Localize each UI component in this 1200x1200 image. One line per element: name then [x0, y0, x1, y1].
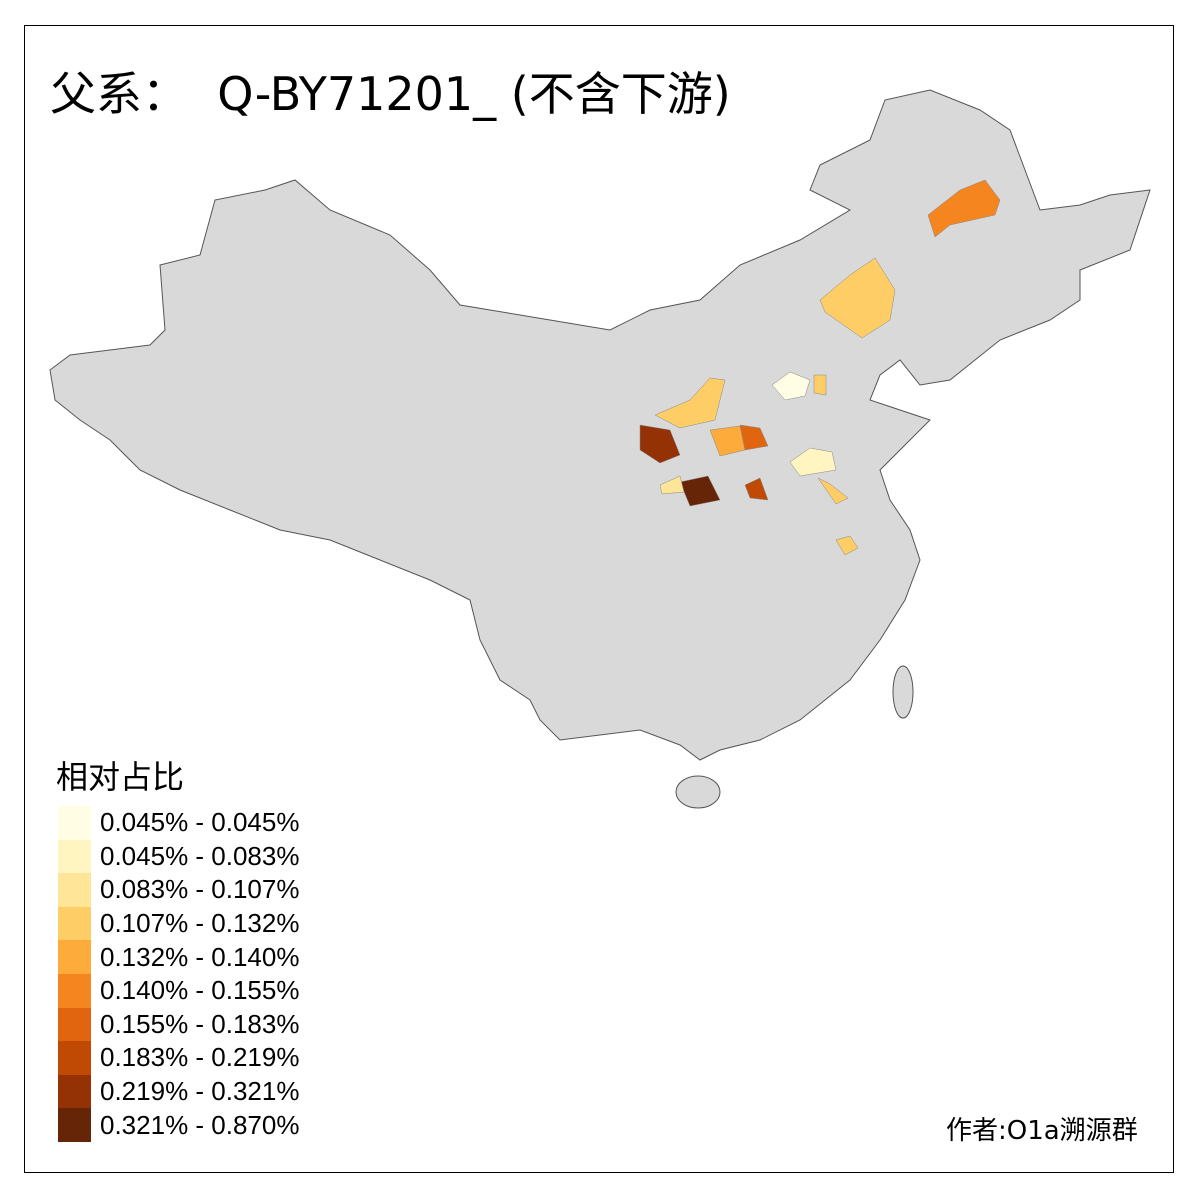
legend-item: 0.107% - 0.132% — [58, 906, 300, 941]
region-tianshui — [659, 475, 685, 495]
legend-label: 0.219% - 0.321% — [100, 1076, 300, 1107]
legend-label: 0.183% - 0.219% — [100, 1042, 300, 1073]
legend-item: 0.045% - 0.045% — [58, 806, 299, 840]
legend-item: 0.045% - 0.083% — [58, 839, 300, 874]
author-credit: 作者:O1a溯源群 — [946, 1116, 1138, 1146]
region-shaanxi-north — [654, 377, 726, 429]
legend-swatch — [58, 1074, 91, 1109]
legend-label: 0.083% - 0.107% — [100, 874, 300, 905]
taiwan-region — [892, 665, 914, 719]
legend-swatch — [58, 906, 91, 941]
region-gansu — [639, 424, 681, 464]
legend-label: 0.321% - 0.870% — [100, 1109, 300, 1140]
legend-item: 0.083% - 0.107% — [58, 873, 299, 907]
legend-swatch — [58, 1007, 91, 1042]
legend-label: 0.045% - 0.045% — [100, 807, 300, 838]
region-henan — [744, 477, 769, 501]
china-base-region — [49, 89, 1151, 761]
legend-label: 0.045% - 0.083% — [100, 840, 300, 871]
legend-swatch — [58, 973, 91, 1008]
legend-swatch — [58, 839, 91, 874]
legend-swatch — [58, 806, 91, 840]
legend-item: 0.140% - 0.155% — [58, 973, 300, 1008]
plot-frame — [24, 25, 1174, 1173]
legend-item: 0.321% - 0.870% — [58, 1108, 299, 1142]
legend-title: 相对占比 — [56, 758, 185, 796]
region-heilongjiang — [927, 179, 1001, 238]
legend-item: 0.155% - 0.183% — [58, 1007, 300, 1042]
region-guanzhong — [679, 475, 721, 507]
region-inner-mongolia — [819, 257, 896, 339]
legend-swatch — [58, 940, 91, 974]
legend-item: 0.132% - 0.140% — [58, 940, 299, 974]
hainan-region — [675, 775, 721, 809]
highlighted-regions — [639, 179, 1001, 556]
legend-item: 0.183% - 0.219% — [58, 1041, 299, 1075]
legend-swatch — [58, 1108, 91, 1142]
legend-swatch — [58, 1041, 91, 1075]
region-beijing — [771, 371, 811, 401]
legend-label: 0.132% - 0.140% — [100, 941, 300, 972]
region-shandong-south — [817, 477, 849, 505]
legend-swatch — [58, 873, 91, 907]
map-title: 父系： Q-BY71201_ (不含下游) — [50, 67, 731, 121]
legend-item: 0.219% - 0.321% — [58, 1074, 300, 1109]
legend-label: 0.107% - 0.132% — [100, 908, 300, 939]
legend-label: 0.140% - 0.155% — [100, 975, 300, 1006]
region-anhui — [835, 535, 859, 556]
region-shanxi-south — [739, 424, 769, 451]
legend-label: 0.155% - 0.183% — [100, 1008, 300, 1039]
region-hebei — [813, 374, 827, 396]
legend: 0.045% - 0.045% 0.045% - 0.083% 0.083% - 0… — [58, 806, 299, 1142]
region-shandong — [789, 447, 837, 477]
